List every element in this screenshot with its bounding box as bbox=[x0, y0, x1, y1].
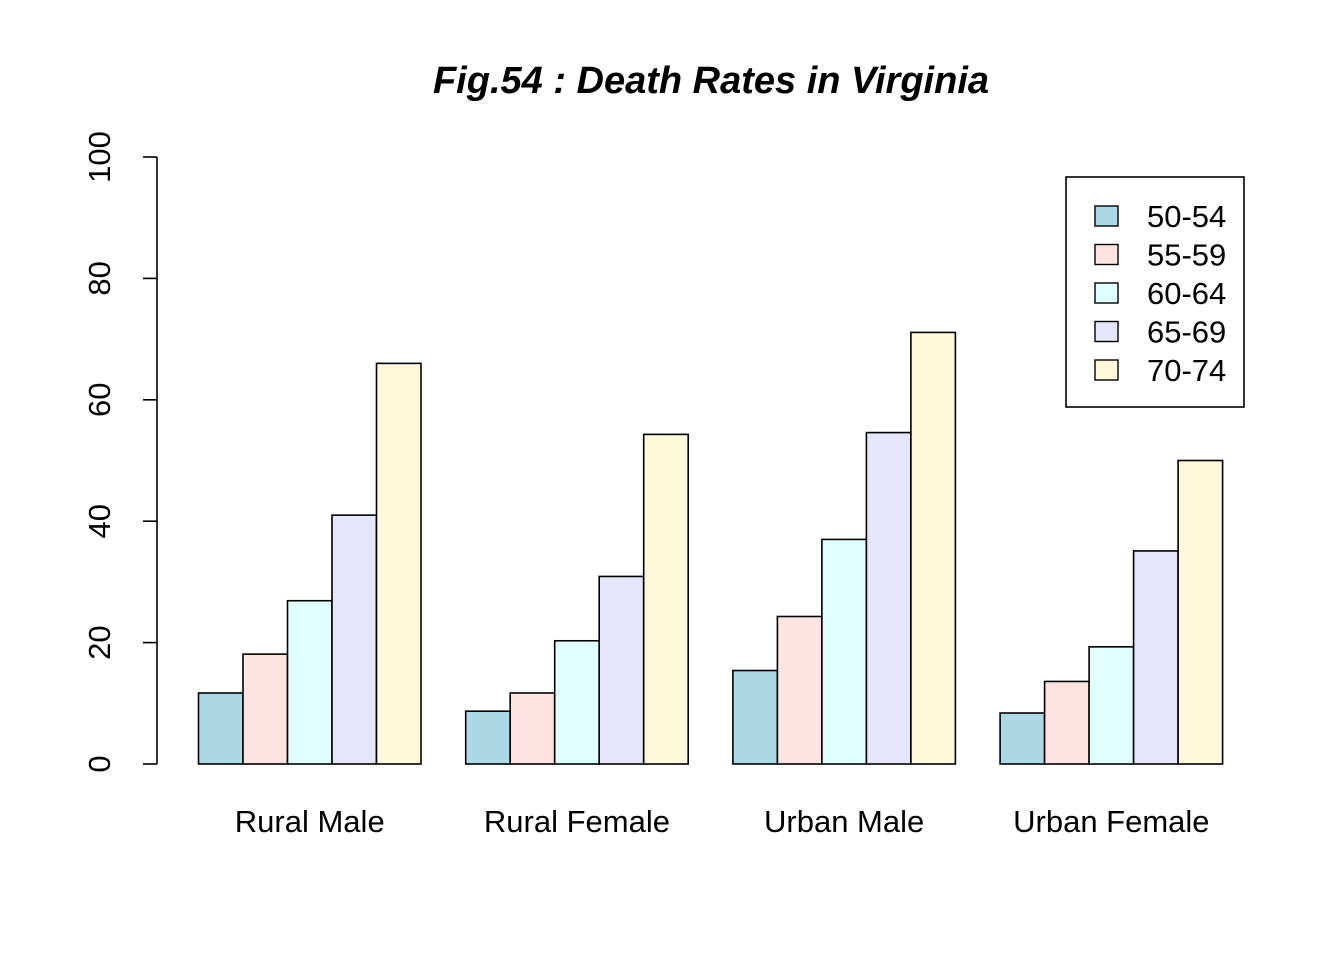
bar bbox=[776, 615, 823, 765]
bar bbox=[598, 575, 645, 765]
bar bbox=[286, 599, 333, 765]
legend-label: 65-69 bbox=[1147, 315, 1226, 350]
bar-group bbox=[464, 433, 690, 765]
legend-swatch bbox=[1094, 243, 1119, 266]
bar bbox=[1088, 646, 1135, 765]
bar-group bbox=[197, 362, 422, 765]
bar bbox=[509, 692, 556, 765]
bar bbox=[197, 692, 244, 765]
bar bbox=[642, 433, 690, 765]
bar bbox=[1043, 680, 1090, 765]
x-category-label: Rural Male bbox=[235, 804, 385, 839]
x-category-label: Urban Female bbox=[1013, 804, 1209, 839]
legend-label: 70-74 bbox=[1147, 353, 1226, 388]
category-labels: Rural Male Rural Female Urban Male Urban Fe… bbox=[235, 804, 1210, 839]
legend-swatch bbox=[1094, 205, 1119, 227]
bar-groups bbox=[197, 331, 1224, 765]
bar bbox=[375, 362, 422, 765]
chart-title: Fig.54 : Death Rates in Virginia bbox=[433, 60, 989, 102]
bar bbox=[865, 431, 912, 765]
y-tick-label: 60 bbox=[82, 383, 117, 417]
bar bbox=[910, 331, 957, 765]
y-tick-label: 80 bbox=[82, 261, 117, 295]
y-tick-label: 100 bbox=[82, 131, 117, 183]
bar bbox=[1177, 459, 1224, 765]
legend-label: 60-64 bbox=[1147, 276, 1226, 311]
bar bbox=[732, 669, 779, 765]
bar bbox=[999, 712, 1046, 765]
bar bbox=[821, 538, 868, 765]
y-axis: 0 20 40 60 80 100 bbox=[82, 131, 158, 773]
bar-group bbox=[999, 459, 1224, 765]
bar-group bbox=[732, 331, 957, 765]
legend-label: 50-54 bbox=[1147, 199, 1226, 234]
y-tick-label: 40 bbox=[82, 504, 117, 538]
legend-swatch bbox=[1094, 320, 1119, 343]
bar bbox=[242, 653, 289, 765]
x-category-label: Urban Male bbox=[764, 804, 924, 839]
legend-swatch bbox=[1094, 359, 1119, 381]
legend-label: 55-59 bbox=[1147, 238, 1226, 273]
legend-swatch bbox=[1094, 282, 1119, 304]
bar bbox=[464, 710, 512, 765]
x-category-label: Rural Female bbox=[484, 804, 670, 839]
bar bbox=[1132, 550, 1179, 765]
bar bbox=[331, 514, 378, 765]
y-tick-label: 20 bbox=[82, 625, 117, 659]
y-tick-label: 0 bbox=[82, 755, 117, 772]
bar bbox=[553, 639, 601, 765]
